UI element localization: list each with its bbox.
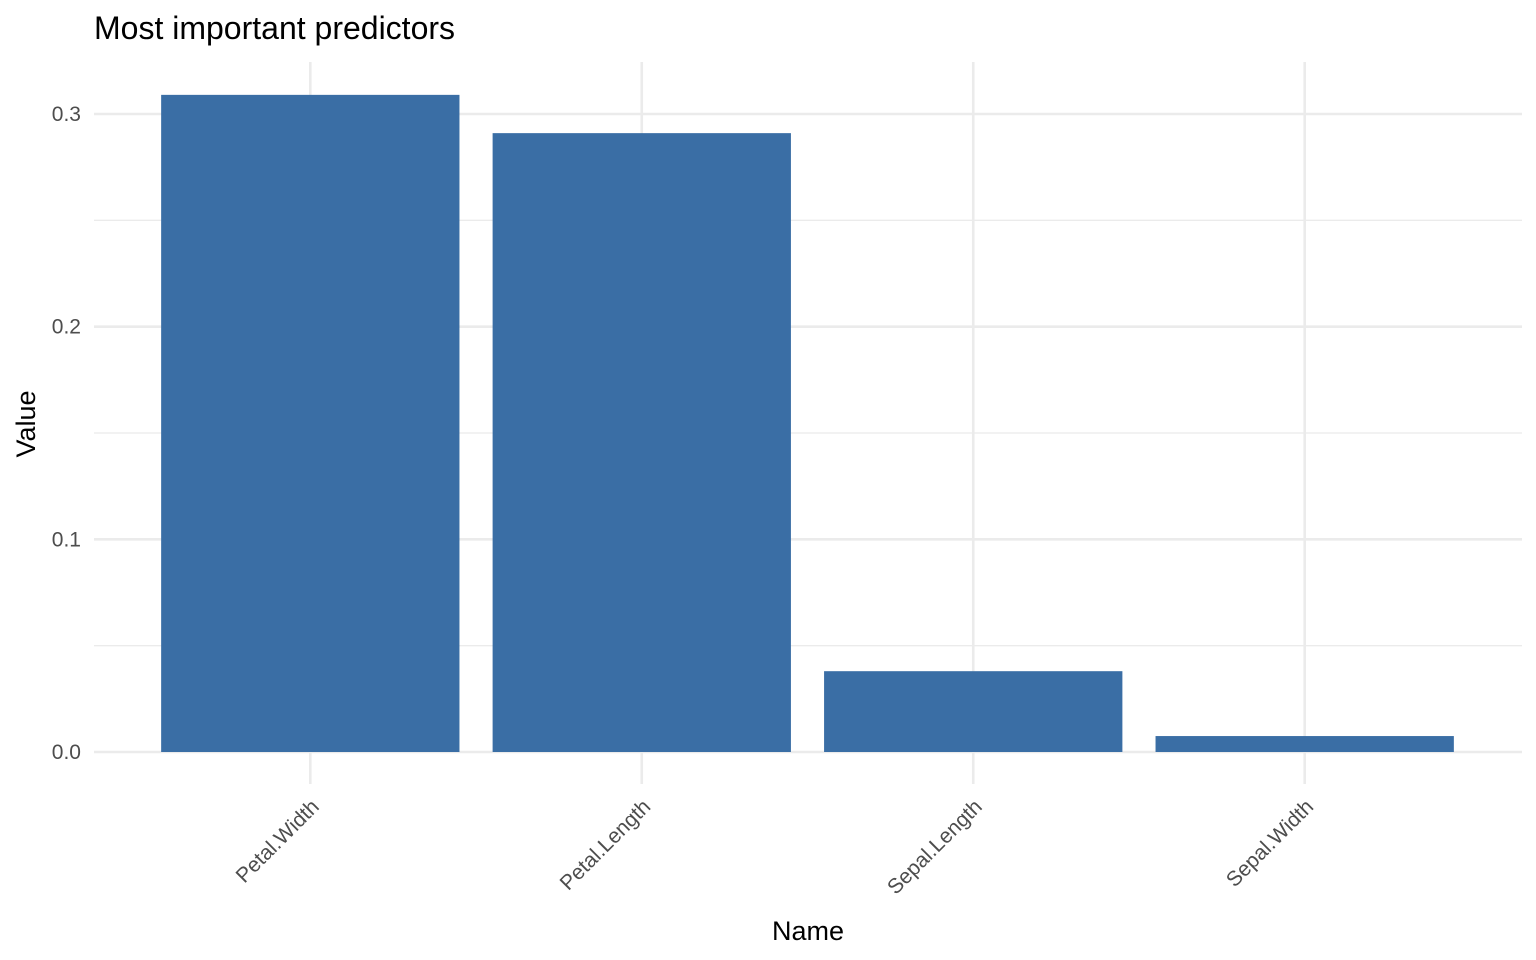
bar xyxy=(161,94,460,753)
x-tick-label: Sepal.Length xyxy=(883,795,987,899)
y-tick-label: 0.2 xyxy=(52,316,81,339)
y-tick-labels: 0.0 0.1 0.2 0.3 xyxy=(52,103,81,764)
y-tick-label: 0.1 xyxy=(52,528,81,551)
x-axis-title: Name xyxy=(772,916,844,946)
bars xyxy=(161,94,1454,753)
x-tick-label: Petal.Width xyxy=(232,795,324,887)
x-tick-label: Petal.Length xyxy=(556,795,656,895)
x-tick-label: Sepal.Width xyxy=(1222,795,1318,891)
bar xyxy=(824,671,1123,752)
chart-title: Most important predictors xyxy=(94,10,455,46)
y-tick-label: 0.0 xyxy=(52,741,81,764)
x-tick-labels: Petal.Width Petal.Length Sepal.Length Sepal… xyxy=(232,795,1319,899)
y-tick-label: 0.3 xyxy=(52,103,81,126)
bar xyxy=(1155,736,1454,752)
bar xyxy=(492,133,791,752)
y-axis-title: Value xyxy=(11,390,41,457)
